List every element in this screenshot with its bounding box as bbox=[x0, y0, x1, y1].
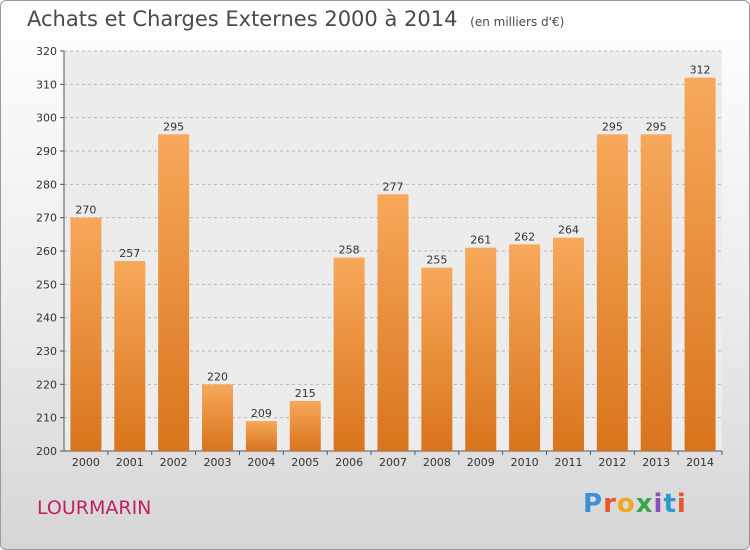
town-name: LOURMARIN bbox=[37, 497, 152, 519]
y-tick-label: 280 bbox=[36, 178, 57, 191]
bar-value-label: 277 bbox=[383, 180, 404, 193]
chart-title: Achats et Charges Externes 2000 à 2014 bbox=[27, 7, 458, 31]
y-tick-label: 210 bbox=[36, 412, 57, 425]
x-tick-label: 2007 bbox=[379, 456, 407, 469]
bar-value-label: 255 bbox=[426, 254, 447, 267]
y-tick-label: 200 bbox=[36, 445, 57, 458]
y-tick-label: 320 bbox=[36, 45, 57, 58]
bar-value-label: 257 bbox=[119, 247, 140, 260]
y-tick-label: 220 bbox=[36, 378, 57, 391]
x-tick-label: 2014 bbox=[686, 456, 714, 469]
logo-letter: i bbox=[676, 489, 687, 519]
bar-value-label: 295 bbox=[646, 120, 667, 133]
y-tick-label: 260 bbox=[36, 245, 57, 258]
logo-letter: t bbox=[663, 489, 677, 519]
bar bbox=[114, 261, 146, 451]
x-tick-label: 2012 bbox=[598, 456, 626, 469]
bar-value-label: 295 bbox=[163, 120, 184, 133]
x-tick-label: 2008 bbox=[423, 456, 451, 469]
bar bbox=[421, 267, 453, 451]
y-tick-label: 250 bbox=[36, 278, 57, 291]
bar bbox=[245, 421, 277, 451]
y-tick-label: 300 bbox=[36, 112, 57, 125]
logo-letter: i bbox=[653, 489, 664, 519]
bar bbox=[333, 257, 365, 451]
x-tick-label: 2011 bbox=[554, 456, 582, 469]
y-tick-label: 240 bbox=[36, 312, 57, 325]
bar bbox=[465, 247, 497, 451]
bar bbox=[684, 77, 716, 452]
x-tick-label: 2001 bbox=[116, 456, 144, 469]
bar bbox=[509, 244, 541, 451]
bar-value-label: 264 bbox=[558, 224, 579, 237]
chart-title-block: Achats et Charges Externes 2000 à 2014 (… bbox=[27, 7, 564, 31]
y-tick-label: 270 bbox=[36, 212, 57, 225]
bar-value-label: 209 bbox=[251, 407, 272, 420]
x-tick-label: 2005 bbox=[291, 456, 319, 469]
bar bbox=[596, 134, 628, 452]
bar-value-label: 270 bbox=[75, 204, 96, 217]
bar-value-label: 258 bbox=[339, 244, 360, 257]
bar-value-label: 262 bbox=[514, 230, 535, 243]
bar-value-label: 215 bbox=[295, 387, 316, 400]
bar bbox=[640, 134, 672, 452]
x-tick-label: 2010 bbox=[511, 456, 539, 469]
x-tick-label: 2006 bbox=[335, 456, 363, 469]
y-tick-label: 290 bbox=[36, 145, 57, 158]
logo-letter: o bbox=[616, 489, 636, 519]
proxiti-logo: Proxiti bbox=[583, 489, 687, 519]
y-tick-label: 230 bbox=[36, 345, 57, 358]
x-tick-label: 2003 bbox=[204, 456, 232, 469]
x-tick-label: 2013 bbox=[642, 456, 670, 469]
bar-value-label: 220 bbox=[207, 370, 228, 383]
x-tick-label: 2009 bbox=[467, 456, 495, 469]
x-tick-label: 2002 bbox=[160, 456, 188, 469]
bar bbox=[377, 194, 409, 452]
bar bbox=[158, 134, 190, 452]
bar-value-label: 312 bbox=[690, 64, 711, 77]
bar bbox=[202, 384, 234, 451]
logo-letter: r bbox=[603, 489, 617, 519]
chart-subtitle: (en milliers d'€) bbox=[470, 15, 565, 29]
logo-letter: P bbox=[583, 489, 604, 519]
bar bbox=[70, 217, 102, 451]
logo-letter: x bbox=[635, 489, 654, 519]
x-tick-label: 2004 bbox=[247, 456, 275, 469]
bar bbox=[552, 237, 584, 451]
bar-value-label: 295 bbox=[602, 120, 623, 133]
x-tick-label: 2000 bbox=[72, 456, 100, 469]
y-tick-label: 310 bbox=[36, 78, 57, 91]
bar bbox=[289, 401, 321, 451]
bar-value-label: 261 bbox=[470, 234, 491, 247]
